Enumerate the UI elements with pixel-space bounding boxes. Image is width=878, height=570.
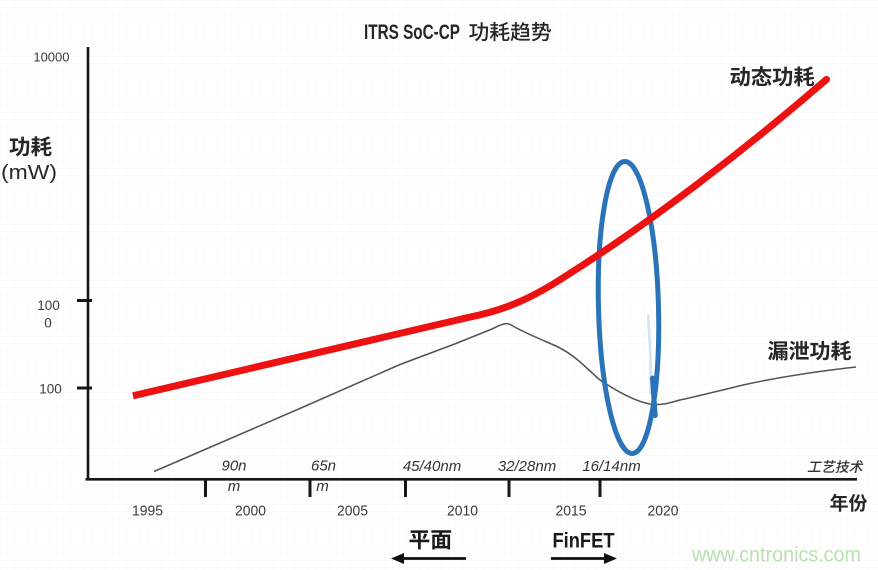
svg-text:2010: 2010 xyxy=(447,503,478,520)
svg-text:2000: 2000 xyxy=(235,503,266,520)
svg-text:www.cntronics.com: www.cntronics.com xyxy=(691,544,861,567)
svg-text:FinFET: FinFET xyxy=(553,529,615,553)
svg-text:2015: 2015 xyxy=(556,503,587,520)
svg-text:1995: 1995 xyxy=(132,503,163,520)
svg-text:100: 100 xyxy=(37,298,60,313)
svg-text:m: m xyxy=(316,478,329,495)
svg-text:ITRS SoC-CP: ITRS SoC-CP xyxy=(364,21,460,44)
svg-text:2020: 2020 xyxy=(648,503,679,520)
svg-text:32/28nm: 32/28nm xyxy=(498,458,556,475)
svg-text:65n: 65n xyxy=(311,458,336,475)
svg-text:2005: 2005 xyxy=(337,503,368,520)
svg-text:10000: 10000 xyxy=(33,50,69,65)
svg-text:45/40nm: 45/40nm xyxy=(403,458,461,475)
svg-text:(mW): (mW) xyxy=(1,162,57,184)
svg-text:0: 0 xyxy=(44,316,52,331)
svg-text:m: m xyxy=(228,478,241,495)
svg-text:100: 100 xyxy=(39,382,62,397)
svg-text:16/14nm: 16/14nm xyxy=(582,458,640,475)
svg-text:90n: 90n xyxy=(221,458,246,475)
